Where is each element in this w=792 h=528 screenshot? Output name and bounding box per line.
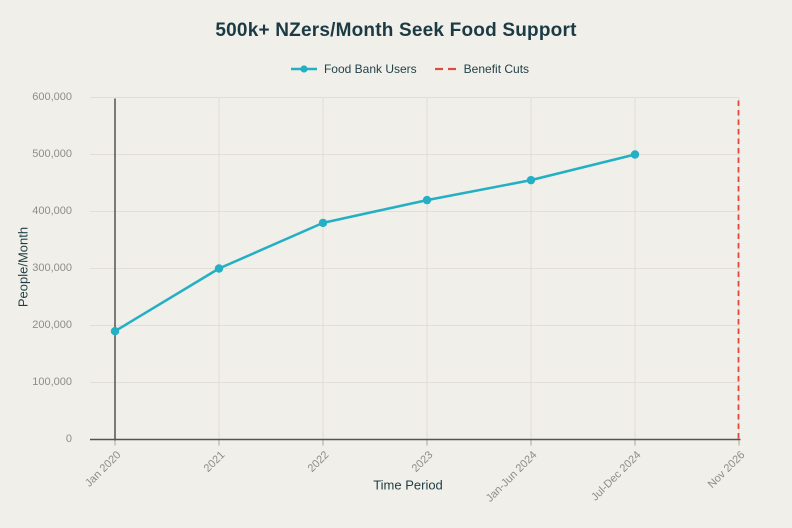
legend-item-food-bank-users: Food Bank Users bbox=[290, 62, 417, 76]
y-tick-label: 600,000 bbox=[32, 91, 72, 103]
data-point bbox=[318, 218, 328, 228]
chart-title: 500k+ NZers/Month Seek Food Support bbox=[215, 20, 577, 41]
y-tick-label: 300,000 bbox=[32, 262, 72, 274]
y-tick-label: 0 bbox=[65, 433, 72, 445]
legend: Food Bank Users Benefit Cuts bbox=[14, 62, 792, 76]
data-point bbox=[214, 264, 224, 273]
dashed-line-icon bbox=[434, 67, 456, 71]
x-axis-title: Time Period bbox=[373, 477, 443, 493]
data-point bbox=[526, 175, 536, 185]
food-bank-users-line bbox=[114, 153, 636, 333]
y-axis-title: People/Month bbox=[15, 226, 31, 308]
y-tick-label: 100,000 bbox=[32, 376, 72, 388]
y-tick-label: 500,000 bbox=[32, 148, 72, 160]
data-point bbox=[422, 195, 432, 205]
y-tick-label: 400,000 bbox=[32, 205, 72, 217]
legend-label: Benefit Cuts bbox=[463, 62, 530, 76]
data-point bbox=[630, 150, 640, 159]
line-with-dot-icon bbox=[290, 65, 317, 73]
data-point bbox=[110, 327, 120, 336]
y-tick-label: 200,000 bbox=[32, 319, 72, 331]
legend-item-benefit-cuts: Benefit Cuts bbox=[434, 62, 530, 76]
legend-label: Food Bank Users bbox=[323, 62, 417, 76]
